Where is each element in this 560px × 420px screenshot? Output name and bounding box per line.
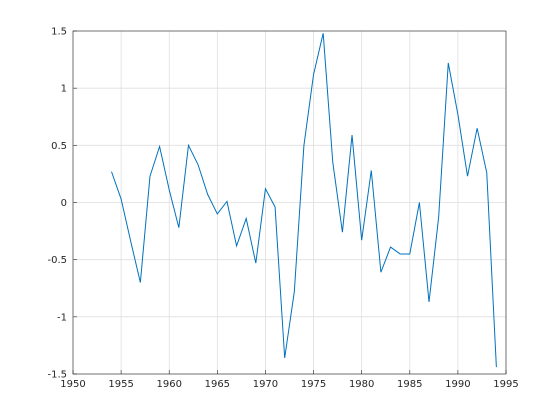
y-tick-label: 0 xyxy=(61,198,67,209)
x-tick-label: 1950 xyxy=(60,379,85,390)
x-tick-label: 1975 xyxy=(301,379,326,390)
x-tick-label: 1990 xyxy=(445,379,470,390)
x-tick-label: 1980 xyxy=(349,379,374,390)
x-tick-label: 1955 xyxy=(108,379,133,390)
x-tick-label: 1960 xyxy=(156,379,181,390)
x-tick-label: 1985 xyxy=(397,379,422,390)
x-tick-label: 1970 xyxy=(253,379,278,390)
y-tick-label: 0.5 xyxy=(51,141,67,152)
y-tick-label: -1.5 xyxy=(47,370,67,381)
y-tick-label: -0.5 xyxy=(47,255,67,266)
y-tick-label: 1.5 xyxy=(51,27,67,38)
x-tick-label: 1965 xyxy=(205,379,230,390)
data-line xyxy=(111,33,497,368)
y-tick-label: 1 xyxy=(61,84,67,95)
x-tick-label: 1995 xyxy=(493,379,518,390)
axes-box xyxy=(72,30,507,375)
y-tick-label: -1 xyxy=(57,312,67,323)
